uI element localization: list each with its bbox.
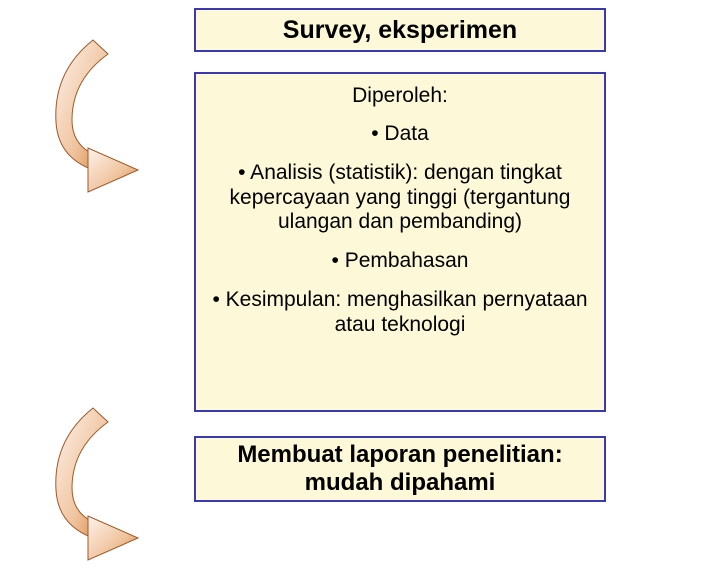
body-box: Diperoleh: • Data • Analisis (statistik)… xyxy=(194,72,606,412)
footer-line-1: Membuat laporan penelitian: xyxy=(237,441,562,469)
bullet-pembahasan: • Pembahasan xyxy=(332,249,469,274)
title-box: Survey, eksperimen xyxy=(194,8,606,52)
footer-line-2: mudah dipahami xyxy=(305,469,496,497)
bullet-kesimpulan: • Kesimpulan: menghasilkan pernyataan at… xyxy=(210,288,590,338)
diagram-canvas: Survey, eksperimen Diperoleh: • Data • A… xyxy=(0,0,720,540)
curved-arrow-bottom xyxy=(38,400,168,570)
body-heading: Diperoleh: xyxy=(352,84,448,108)
bullet-analisis: • Analisis (statistik): dengan tingkat k… xyxy=(210,161,590,235)
curved-arrow-top xyxy=(38,32,168,202)
bullet-data: • Data xyxy=(371,122,429,147)
footer-box: Membuat laporan penelitian: mudah dipaha… xyxy=(194,436,606,502)
title-text: Survey, eksperimen xyxy=(283,16,517,45)
